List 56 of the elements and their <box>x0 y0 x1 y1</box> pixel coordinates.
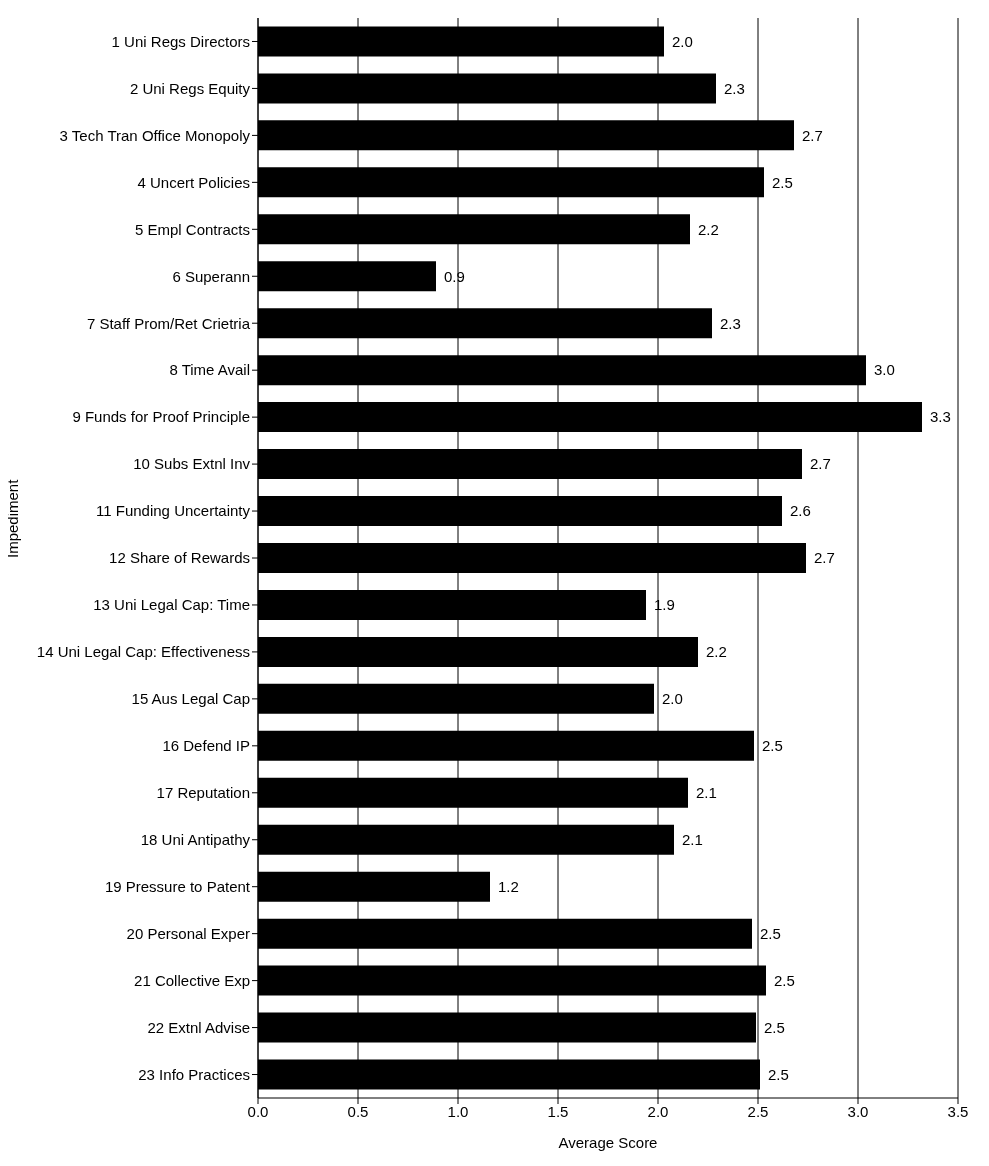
data-label: 3.0 <box>874 361 895 379</box>
y-tick-label: 5 Empl Contracts <box>134 220 250 238</box>
data-label: 2.5 <box>774 971 795 989</box>
y-tick-label: 10 Subs Extnl Inv <box>133 455 251 473</box>
y-tick-label: 4 Uncert Policies <box>137 173 250 191</box>
y-tick-label: 14 Uni Legal Cap: Effectiveness <box>36 643 250 661</box>
y-tick-label: 18 Uni Antipathy <box>140 831 251 849</box>
y-tick-label: 16 Defend IP <box>162 737 250 755</box>
data-label: 2.7 <box>802 126 823 144</box>
y-tick-label: 12 Share of Rewards <box>109 549 250 567</box>
y-tick-label: 3 Tech Tran Office Monopoly <box>59 126 251 144</box>
data-label: 2.5 <box>768 1065 789 1083</box>
y-tick-label: 7 Staff Prom/Ret Crietria <box>86 314 251 332</box>
data-label: 1.2 <box>498 877 519 895</box>
data-label: 0.9 <box>444 267 465 285</box>
data-label: 2.5 <box>760 924 781 942</box>
y-tick-label: 20 Personal Exper <box>126 924 250 942</box>
data-label: 2.7 <box>814 549 835 567</box>
data-label: 2.0 <box>672 32 693 50</box>
x-tick-label: 2.0 <box>647 1102 669 1120</box>
data-label: 2.0 <box>662 690 683 708</box>
data-label: 2.1 <box>682 831 703 849</box>
y-tick-label: 21 Collective Exp <box>134 971 250 989</box>
x-tick-label: 1.5 <box>547 1102 569 1120</box>
data-label: 2.3 <box>720 314 741 332</box>
x-tick-label: 0.0 <box>247 1102 269 1120</box>
data-label: 2.3 <box>724 79 745 97</box>
data-label: 3.3 <box>930 408 951 426</box>
x-tick-label: 1.0 <box>447 1102 469 1120</box>
data-label: 2.2 <box>706 643 727 661</box>
data-label: 2.5 <box>762 737 783 755</box>
y-tick-label: 1 Uni Regs Directors <box>111 32 250 50</box>
data-label: 2.5 <box>764 1018 785 1036</box>
data-label: 2.7 <box>810 455 831 473</box>
data-label: 2.1 <box>696 784 717 802</box>
y-tick-label: 23 Info Practices <box>138 1065 250 1083</box>
x-tick-label: 0.5 <box>347 1102 369 1120</box>
y-tick-label: 19 Pressure to Patent <box>104 878 251 896</box>
x-tick-label: 3.0 <box>847 1102 869 1120</box>
y-tick-label: 17 Reputation <box>156 784 250 802</box>
x-tick-label: 3.5 <box>947 1102 969 1120</box>
data-label: 2.6 <box>790 502 811 520</box>
y-axis-title: Impediment <box>4 478 22 558</box>
x-axis-title: Average Score <box>558 1134 658 1151</box>
y-tick-label: 6 Superann <box>172 267 250 285</box>
y-tick-label: 15 Aus Legal Cap <box>131 690 250 708</box>
x-tick-label: 2.5 <box>747 1102 769 1120</box>
y-tick-label: 13 Uni Legal Cap: Time <box>93 596 250 614</box>
data-label: 2.5 <box>772 173 793 191</box>
y-tick-label: 9 Funds for Proof Principle <box>72 408 250 426</box>
data-label: 1.9 <box>654 596 675 614</box>
y-tick-label: 2 Uni Regs Equity <box>129 79 251 97</box>
y-tick-label: 11 Funding Uncertainty <box>96 502 251 520</box>
data-label: 2.2 <box>698 220 719 238</box>
y-tick-label: 22 Extnl Advise <box>147 1018 250 1036</box>
y-tick-label: 8 Time Avail <box>169 361 250 379</box>
